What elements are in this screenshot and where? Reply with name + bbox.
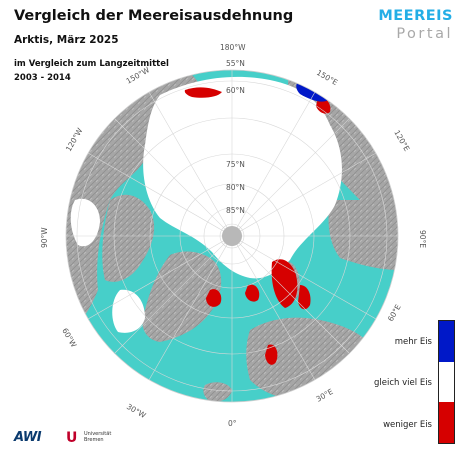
meereisportal-logo: MEEREIS Portal <box>378 9 453 41</box>
less-ice-greenland-coast <box>206 289 222 307</box>
awi-logo: AWI <box>14 430 42 445</box>
sea-ice-central-arctic <box>143 76 342 279</box>
lon-label-120w: 120°W <box>64 126 85 153</box>
lat-label-55: 55°N <box>226 59 245 68</box>
land-canadian-archipelago <box>102 194 155 282</box>
lon-label-90e: 90°E <box>418 230 427 248</box>
map-subtitle: Arktis, März 2025 <box>14 34 119 46</box>
uni-bremen-text: Universität Bremen <box>84 431 112 443</box>
less-ice-okhotsk <box>316 97 331 114</box>
lat-label-60: 60°N <box>226 86 245 95</box>
lon-label-30e: 30°E <box>315 387 335 404</box>
map-title: Vergleich der Meereisausdehnung <box>14 8 294 24</box>
legend-swatch-same <box>439 361 454 403</box>
lon-label-30w: 30°W <box>125 402 148 420</box>
uni-bremen-logo: U <box>66 430 78 446</box>
graticule <box>66 70 398 402</box>
lat-label-75: 75°N <box>226 160 245 169</box>
lon-label-90w: 90°W <box>40 227 49 248</box>
anomaly-legend <box>438 320 455 444</box>
latitude-labels: 55°N 60°N 75°N 80°N 85°N <box>226 59 245 215</box>
legend-label-less: weniger Eis <box>383 420 432 430</box>
less-ice-baltic <box>265 344 278 365</box>
comparison-text: im Vergleich zum Langzeitmittel <box>14 59 169 69</box>
less-ice-bering <box>184 87 222 98</box>
pole-hole <box>222 226 242 246</box>
less-ice-svalbard <box>245 284 260 302</box>
lat-label-85: 85°N <box>226 206 245 215</box>
land-iceland <box>203 382 232 402</box>
map-outline <box>65 69 399 403</box>
lon-label-180w: 180°W <box>220 43 246 52</box>
logo-line-2: Portal <box>396 25 453 42</box>
logo-line-1: MEEREIS <box>378 8 453 24</box>
uni-bremen-line-1: Universität <box>84 431 112 437</box>
lon-label-0: 0° <box>228 419 237 428</box>
lon-label-60e: 60°E <box>386 303 403 323</box>
less-ice-areas <box>184 87 331 365</box>
lon-label-150e: 150°E <box>315 68 339 87</box>
legend-swatch-more <box>439 321 454 362</box>
land-greenland <box>142 251 222 342</box>
awi-logo-text: AWI <box>14 430 42 445</box>
lat-label-80: 80°N <box>226 183 245 192</box>
legend-label-same: gleich viel Eis <box>374 378 432 388</box>
land-taymyr <box>328 200 398 270</box>
less-ice-barents <box>271 259 298 308</box>
lon-label-150w: 150°W <box>125 65 152 86</box>
period-text: 2003 - 2014 <box>14 73 71 83</box>
uni-bremen-line-2: Bremen <box>84 436 104 443</box>
sea-ice-hudson <box>70 198 100 247</box>
legend-label-more: mehr Eis <box>394 337 432 347</box>
lon-label-120e: 120°E <box>392 129 411 153</box>
lon-label-60w: 60°W <box>60 327 78 350</box>
legend-swatch-less <box>439 402 454 443</box>
less-ice-kara <box>298 285 311 310</box>
sea-ice-extent <box>70 76 342 333</box>
